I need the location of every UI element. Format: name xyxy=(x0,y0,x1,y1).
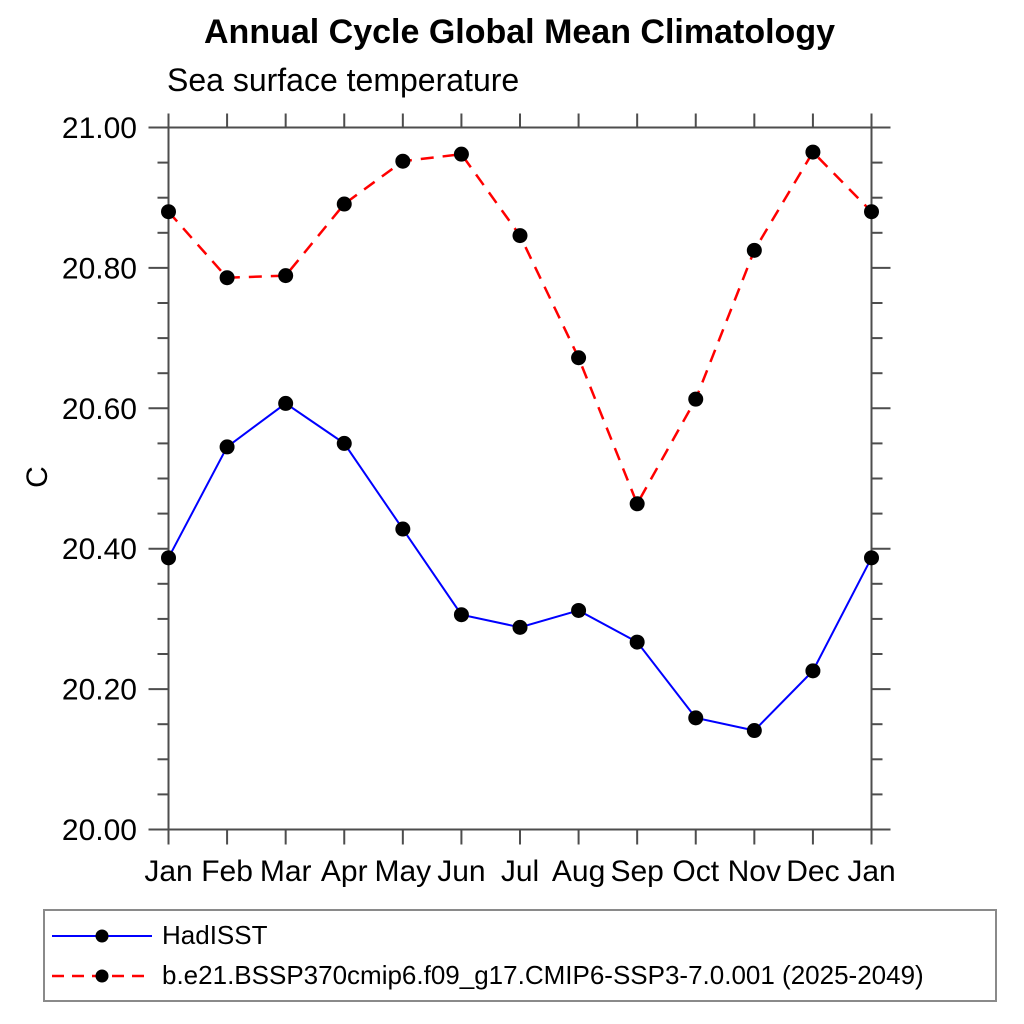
data-point-marker-0 xyxy=(161,550,176,566)
data-point-marker-0 xyxy=(278,395,294,411)
x-tick-label: Nov xyxy=(728,855,781,888)
data-point-marker-0 xyxy=(395,521,411,537)
legend-swatch-solid-line xyxy=(52,929,152,942)
y-tick-label: 20.00 xyxy=(62,814,137,847)
x-tick-label: Feb xyxy=(201,855,253,888)
x-tick-label: Aug xyxy=(552,855,605,888)
legend-item-model: b.e21.BSSP370cmip6.f09_g17.CMIP6-SSP3-7.… xyxy=(49,956,995,996)
x-tick-label: Jan xyxy=(847,855,895,888)
data-point-marker-1 xyxy=(395,153,411,169)
legend: HadISST b.e21.BSSP370cmip6.f09_g17.CMIP6… xyxy=(43,909,997,1002)
x-tick-label: Mar xyxy=(260,855,312,888)
data-point-marker-1 xyxy=(453,146,469,162)
data-point-marker-1 xyxy=(805,144,821,160)
data-point-marker-0 xyxy=(864,550,879,566)
y-tick-label: 20.80 xyxy=(62,252,137,285)
legend-marker-dot-icon xyxy=(95,929,109,942)
data-point-marker-0 xyxy=(571,602,587,618)
y-tick-label: 20.20 xyxy=(62,674,137,707)
data-point-marker-0 xyxy=(805,663,821,679)
data-point-marker-1 xyxy=(629,496,645,512)
legend-label: HadISST xyxy=(162,920,268,950)
data-point-marker-1 xyxy=(688,391,704,407)
chart-title: Annual Cycle Global Mean Climatology xyxy=(204,13,835,51)
data-point-marker-0 xyxy=(629,634,645,650)
data-point-marker-1 xyxy=(512,228,528,244)
x-tick-label: Jun xyxy=(437,855,485,888)
y-tick-label: 20.60 xyxy=(62,393,137,426)
legend-item-hadisst: HadISST xyxy=(49,916,995,956)
legend-label: b.e21.BSSP370cmip6.f09_g17.CMIP6-SSP3-7.… xyxy=(162,960,924,990)
chart-subtitle: Sea surface temperature xyxy=(167,62,520,98)
x-tick-label: Apr xyxy=(321,855,368,888)
x-tick-label: Oct xyxy=(672,855,719,888)
data-point-marker-1 xyxy=(336,196,352,212)
x-tick-label: Jan xyxy=(144,855,192,888)
data-point-marker-1 xyxy=(571,350,587,366)
x-tick-label: May xyxy=(374,855,431,888)
legend-swatch-dashed-line xyxy=(52,969,152,982)
data-point-marker-0 xyxy=(512,619,528,635)
data-point-marker-0 xyxy=(336,435,352,451)
y-tick-label: 20.40 xyxy=(62,533,137,566)
data-point-marker-1 xyxy=(278,268,294,284)
y-tick-label: 21.00 xyxy=(62,112,137,145)
x-tick-label: Dec xyxy=(786,855,839,888)
data-point-marker-1 xyxy=(161,204,176,220)
data-point-marker-1 xyxy=(219,270,235,286)
data-point-marker-0 xyxy=(219,439,235,455)
data-point-marker-0 xyxy=(746,723,762,739)
legend-marker-dot-icon xyxy=(95,969,109,982)
x-tick-label: Jul xyxy=(501,855,539,888)
x-tick-label: Sep xyxy=(610,855,663,888)
data-point-marker-1 xyxy=(864,204,879,220)
data-point-marker-1 xyxy=(746,242,762,258)
series-line-0 xyxy=(167,402,873,732)
series-line-1 xyxy=(167,150,873,507)
data-point-marker-0 xyxy=(688,710,704,726)
data-point-marker-0 xyxy=(453,607,469,623)
